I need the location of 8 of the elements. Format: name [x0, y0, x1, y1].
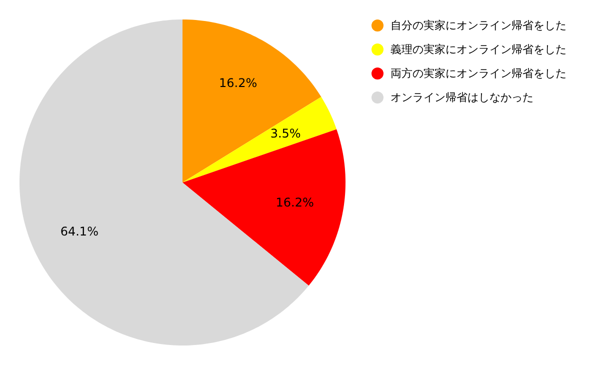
legend-label: オンライン帰省はしなかった	[390, 91, 534, 104]
data-label: 16.2%	[276, 195, 314, 210]
data-label: 16.2%	[219, 76, 258, 90]
legend-label: 義理の実家にオンライン帰省をした	[390, 43, 566, 56]
data-label: 64.1%	[60, 224, 98, 238]
data-label: 3.5%	[270, 126, 301, 141]
legend-label: 自分の実家にオンライン帰省をした	[390, 19, 566, 32]
legend-label: 両方の実家にオンライン帰省をした	[390, 67, 566, 80]
